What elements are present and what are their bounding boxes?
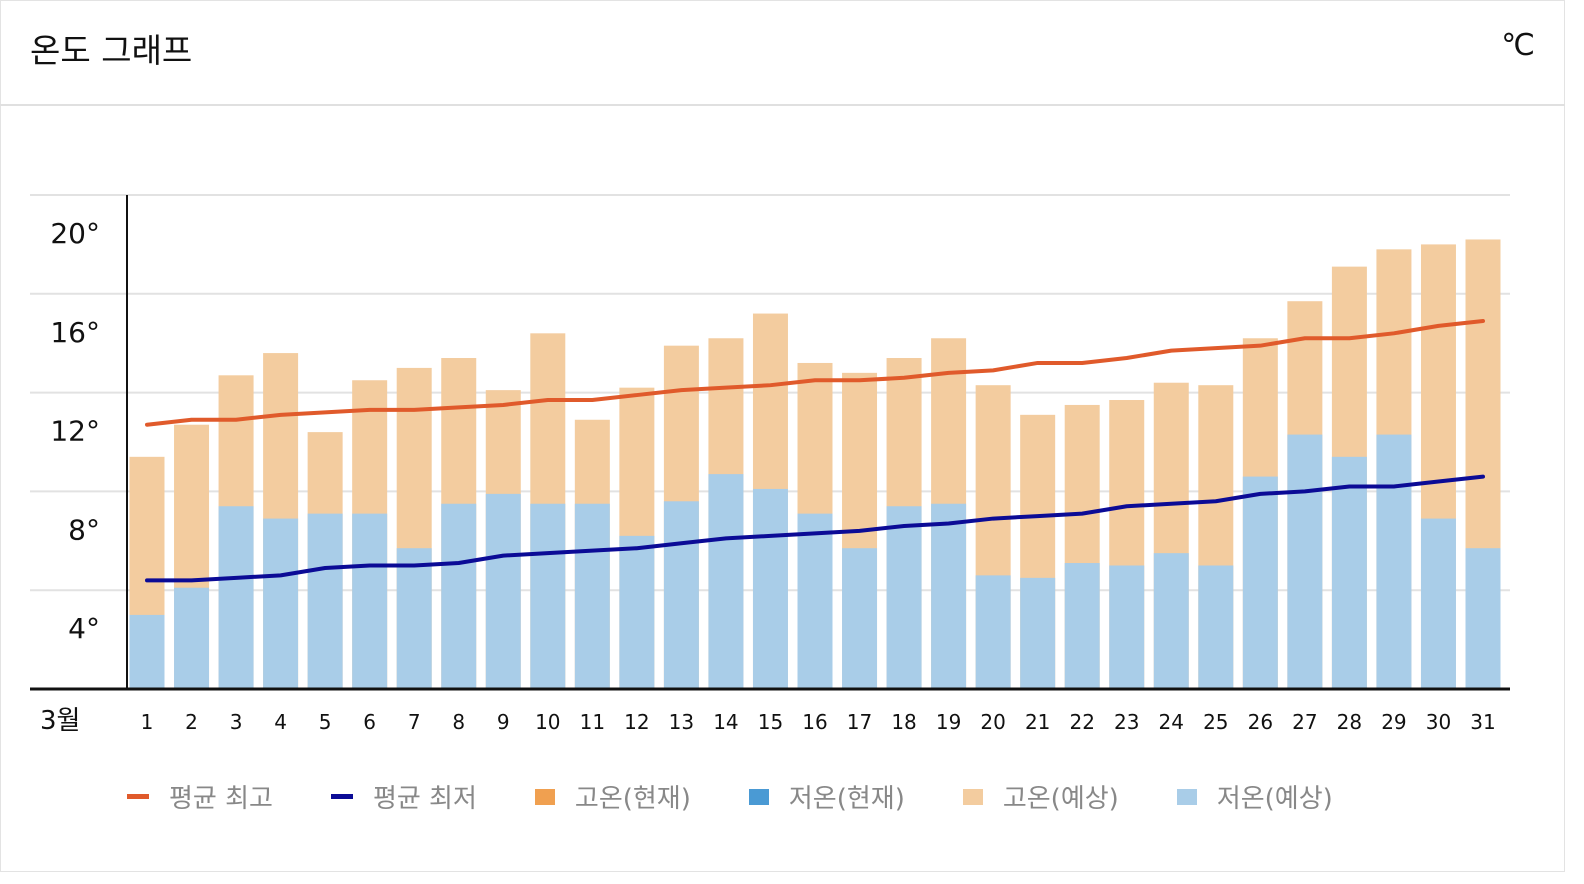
x-tick-label: 3 bbox=[230, 710, 243, 734]
y-tick-label: 8° bbox=[68, 513, 100, 546]
x-tick-label: 23 bbox=[1114, 710, 1139, 734]
unit-label: ℃ bbox=[1501, 28, 1535, 63]
x-tick-label: 21 bbox=[1025, 710, 1050, 734]
legend-low-forecast: 저온(예상) bbox=[1176, 778, 1333, 815]
y-tick-label: 16° bbox=[50, 316, 100, 349]
bar-low-forecast bbox=[263, 518, 299, 689]
bar-low-forecast bbox=[797, 513, 833, 689]
x-tick-label: 20 bbox=[980, 710, 1005, 734]
bar-low-forecast bbox=[307, 513, 343, 689]
bar-low-forecast bbox=[352, 513, 388, 689]
bar-low-forecast bbox=[1020, 577, 1056, 689]
x-tick-label: 6 bbox=[363, 710, 376, 734]
legend-swatch bbox=[127, 794, 149, 799]
x-tick-label: 7 bbox=[408, 710, 421, 734]
x-tick-label: 9 bbox=[497, 710, 510, 734]
bar-low-forecast bbox=[842, 548, 878, 689]
chart-card bbox=[0, 0, 1565, 872]
bar-low-forecast bbox=[663, 501, 699, 689]
legend-high-current: 고온(현재) bbox=[534, 778, 691, 815]
bar-low-forecast bbox=[218, 506, 254, 689]
bar-low-forecast bbox=[1198, 565, 1234, 689]
bar-low-forecast bbox=[1153, 553, 1189, 689]
bar-low-forecast bbox=[574, 503, 610, 689]
bar-low-forecast bbox=[1064, 563, 1100, 689]
x-tick-label: 1 bbox=[141, 710, 154, 734]
bar-low-forecast bbox=[530, 503, 566, 689]
x-tick-label: 28 bbox=[1337, 710, 1362, 734]
legend-low-current: 저온(현재) bbox=[748, 778, 905, 815]
bar-low-forecast bbox=[886, 506, 922, 689]
bar-low-forecast bbox=[1465, 548, 1501, 689]
legend-swatch bbox=[748, 788, 769, 805]
x-tick-label: 19 bbox=[936, 710, 961, 734]
x-tick-label: 14 bbox=[713, 710, 738, 734]
legend-swatch bbox=[962, 788, 983, 805]
bar-low-forecast bbox=[1109, 565, 1145, 689]
x-tick-label: 13 bbox=[669, 710, 694, 734]
bar-low-forecast bbox=[931, 503, 967, 689]
bar-low-forecast bbox=[975, 575, 1011, 689]
x-tick-label: 31 bbox=[1470, 710, 1495, 734]
x-tick-label: 30 bbox=[1426, 710, 1451, 734]
legend-label: 고온(예상) bbox=[1002, 784, 1119, 814]
page-title: 온도 그래프 bbox=[30, 31, 193, 70]
x-tick-label: 26 bbox=[1248, 710, 1273, 734]
legend-swatch bbox=[1176, 788, 1197, 805]
legend-label: 저온(예상) bbox=[1216, 784, 1333, 814]
legend-label: 평균 최저 bbox=[372, 784, 477, 814]
legend: 평균 최고 평균 최저 고온(현재) 저온(현재) 고온(예상) 저온(예상) bbox=[127, 778, 1391, 815]
x-tick-label: 25 bbox=[1203, 710, 1228, 734]
x-tick-label: 5 bbox=[319, 710, 332, 734]
x-tick-label: 2 bbox=[185, 710, 198, 734]
bar-low-forecast bbox=[1420, 518, 1456, 689]
bar-low-forecast bbox=[619, 535, 655, 689]
x-tick-label: 27 bbox=[1292, 710, 1317, 734]
legend-swatch bbox=[534, 788, 555, 805]
x-tick-label: 18 bbox=[891, 710, 916, 734]
bar-low-forecast bbox=[1376, 434, 1412, 689]
line-avg-low bbox=[145, 474, 1485, 583]
x-tick-label: 10 bbox=[535, 710, 560, 734]
legend-swatch bbox=[330, 794, 353, 799]
legend-label: 평균 최고 bbox=[169, 784, 273, 814]
x-tick-label: 8 bbox=[452, 710, 465, 734]
x-tick-label: 4 bbox=[274, 710, 287, 734]
month-label: 3월 bbox=[40, 706, 80, 736]
y-tick-label: 20° bbox=[50, 217, 100, 250]
x-tick-label: 16 bbox=[802, 710, 827, 734]
bar-low-forecast bbox=[174, 587, 210, 689]
legend-high-forecast: 고온(예상) bbox=[962, 778, 1119, 815]
bar-low-forecast bbox=[441, 503, 477, 689]
x-tick-label: 29 bbox=[1381, 710, 1406, 734]
x-tick-label: 24 bbox=[1159, 710, 1184, 734]
bar-low-forecast bbox=[1331, 456, 1367, 689]
y-tick-label: 12° bbox=[50, 415, 100, 448]
legend-avg-high: 평균 최고 bbox=[127, 778, 273, 815]
x-tick-label: 12 bbox=[624, 710, 649, 734]
x-tick-label: 22 bbox=[1069, 710, 1094, 734]
bar-low-forecast bbox=[129, 614, 165, 689]
legend-label: 고온(현재) bbox=[574, 784, 691, 814]
x-tick-label: 17 bbox=[847, 710, 872, 734]
x-tick-label: 11 bbox=[580, 710, 605, 734]
legend-label: 저온(현재) bbox=[788, 784, 905, 814]
bar-low-forecast bbox=[1287, 434, 1323, 689]
legend-avg-low: 평균 최저 bbox=[330, 778, 477, 815]
line-avg-high bbox=[145, 318, 1485, 427]
bar-low-forecast bbox=[708, 474, 744, 689]
bar-low-forecast bbox=[1242, 476, 1278, 689]
card-header: 온도 그래프 ℃ bbox=[0, 0, 1565, 106]
x-tick-label: 15 bbox=[758, 710, 783, 734]
bar-low-forecast bbox=[396, 548, 432, 689]
bar-low-forecast bbox=[752, 488, 788, 689]
bar-low-forecast bbox=[485, 493, 521, 689]
y-tick-label: 4° bbox=[68, 612, 100, 645]
